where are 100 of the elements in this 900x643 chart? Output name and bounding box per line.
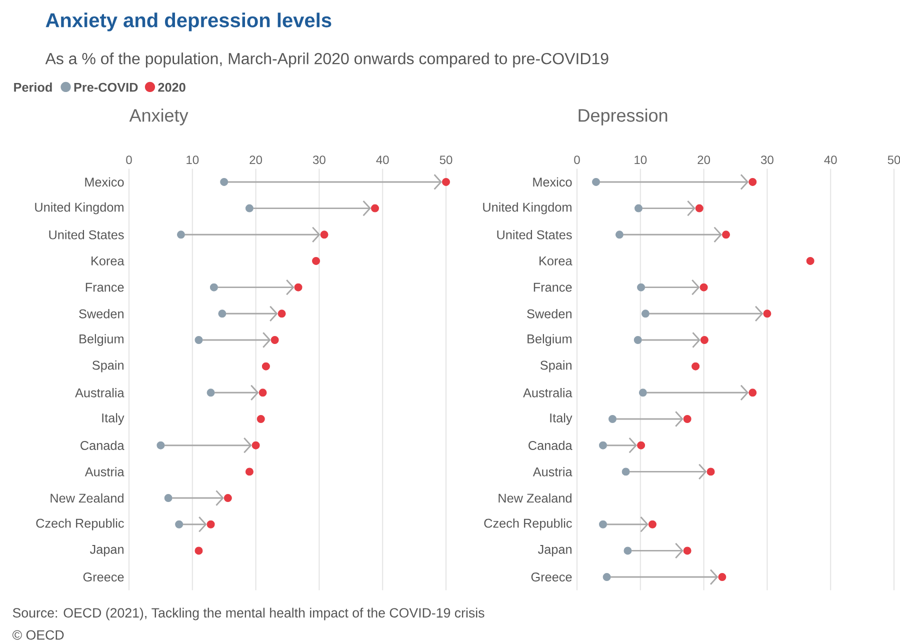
point xyxy=(320,230,328,239)
point xyxy=(442,178,450,186)
text: As a % of the population, March-April 2020 onwards compared to pre-COVID19 xyxy=(45,52,608,68)
x-tick-label: 30 xyxy=(312,156,326,164)
x-tick-label: 20 xyxy=(250,156,262,164)
point xyxy=(695,204,704,212)
point xyxy=(748,178,757,186)
y-tick-label: United Kingdom xyxy=(483,202,572,214)
point xyxy=(220,178,228,186)
point xyxy=(176,230,185,239)
point xyxy=(763,310,772,318)
y-tick-label: United Kingdom xyxy=(35,202,124,214)
point xyxy=(637,283,646,292)
y-tick-label: Italy xyxy=(102,413,124,425)
y-tick-label: Austria xyxy=(84,467,124,476)
point xyxy=(598,441,607,450)
point xyxy=(224,494,232,502)
y-tick-label: New Zealand xyxy=(498,493,572,503)
y-tick-label: Mexico xyxy=(533,177,572,187)
chart-title: Depression xyxy=(578,108,668,126)
legend-label: 2020 xyxy=(158,82,186,92)
point xyxy=(294,283,302,292)
legend-label: Pre-COVID xyxy=(74,82,138,92)
point xyxy=(692,362,700,370)
y-tick-label: Mexico xyxy=(85,177,124,187)
y-tick-label: Czech Republic xyxy=(36,518,124,530)
y-tick-label: Canada xyxy=(528,440,572,450)
point xyxy=(210,283,218,292)
point xyxy=(638,388,647,397)
point xyxy=(706,468,715,476)
point xyxy=(156,441,165,450)
x-tick-label: 40 xyxy=(824,156,837,164)
point xyxy=(370,204,379,212)
source-note: Source: OECD (2021), Tackling the mental health impact of the COVID-19 crisis xyxy=(12,608,484,620)
point xyxy=(718,573,726,582)
legend-title: Period xyxy=(14,82,52,92)
y-tick-label: Korea xyxy=(92,256,124,266)
point xyxy=(602,573,611,582)
point xyxy=(194,336,203,344)
point xyxy=(278,310,286,318)
x-tick-label: 10 xyxy=(186,156,199,164)
point xyxy=(262,362,270,370)
point xyxy=(256,415,265,424)
point xyxy=(683,546,692,555)
x-tick-label: 0 xyxy=(126,156,132,164)
point xyxy=(270,336,279,344)
y-tick-label: Australia xyxy=(523,388,572,398)
point xyxy=(622,468,630,476)
point xyxy=(245,468,254,476)
x-tick-label: 20 xyxy=(698,156,710,164)
y-tick-label: Japan xyxy=(90,545,124,556)
text: Anxiety and depression levels xyxy=(46,12,332,32)
y-tick-label: New Zealand xyxy=(50,493,124,503)
chart-title: Anxiety xyxy=(129,108,188,126)
x-tick-label: 40 xyxy=(376,156,389,164)
y-tick-label: Australia xyxy=(75,388,124,398)
x-tick-label: 50 xyxy=(888,156,900,164)
y-tick-label: Japan xyxy=(538,545,572,556)
point xyxy=(164,494,172,502)
x-tick-label: 10 xyxy=(634,156,647,164)
point xyxy=(748,388,757,397)
y-tick-label: Sweden xyxy=(79,309,124,318)
point xyxy=(683,415,692,424)
y-tick-label: Belgium xyxy=(80,334,124,346)
point xyxy=(624,546,632,555)
point xyxy=(641,310,650,318)
y-tick-label: Greece xyxy=(531,572,572,582)
x-tick-label: 50 xyxy=(440,156,452,164)
point xyxy=(634,336,642,344)
point xyxy=(608,415,617,424)
point xyxy=(598,520,607,528)
x-tick-label: 30 xyxy=(760,156,774,164)
y-tick-label: Czech Republic xyxy=(484,518,572,530)
y-tick-label: Belgium xyxy=(528,334,572,346)
y-tick-label: France xyxy=(534,282,572,292)
x-tick-label: 0 xyxy=(574,156,580,164)
point xyxy=(206,520,215,528)
point xyxy=(637,441,646,450)
point xyxy=(175,520,184,528)
point xyxy=(700,283,708,292)
y-tick-label: Italy xyxy=(550,413,572,425)
point xyxy=(592,178,600,186)
point xyxy=(252,441,260,450)
y-tick-label: Spain xyxy=(92,360,124,372)
y-tick-label: Austria xyxy=(532,467,572,476)
y-tick-label: Spain xyxy=(540,360,572,372)
point xyxy=(194,546,203,555)
y-tick-label: Greece xyxy=(83,572,124,582)
y-tick-label: United States xyxy=(49,230,124,240)
point xyxy=(700,336,708,344)
point xyxy=(634,204,643,212)
y-tick-label: France xyxy=(86,282,124,292)
y-tick-label: Korea xyxy=(540,256,572,266)
text: © OECD xyxy=(12,630,64,640)
point xyxy=(806,256,814,265)
point xyxy=(258,388,267,397)
point xyxy=(245,204,254,212)
y-tick-label: Canada xyxy=(80,440,124,450)
point xyxy=(722,230,730,239)
y-tick-label: Sweden xyxy=(527,309,572,318)
